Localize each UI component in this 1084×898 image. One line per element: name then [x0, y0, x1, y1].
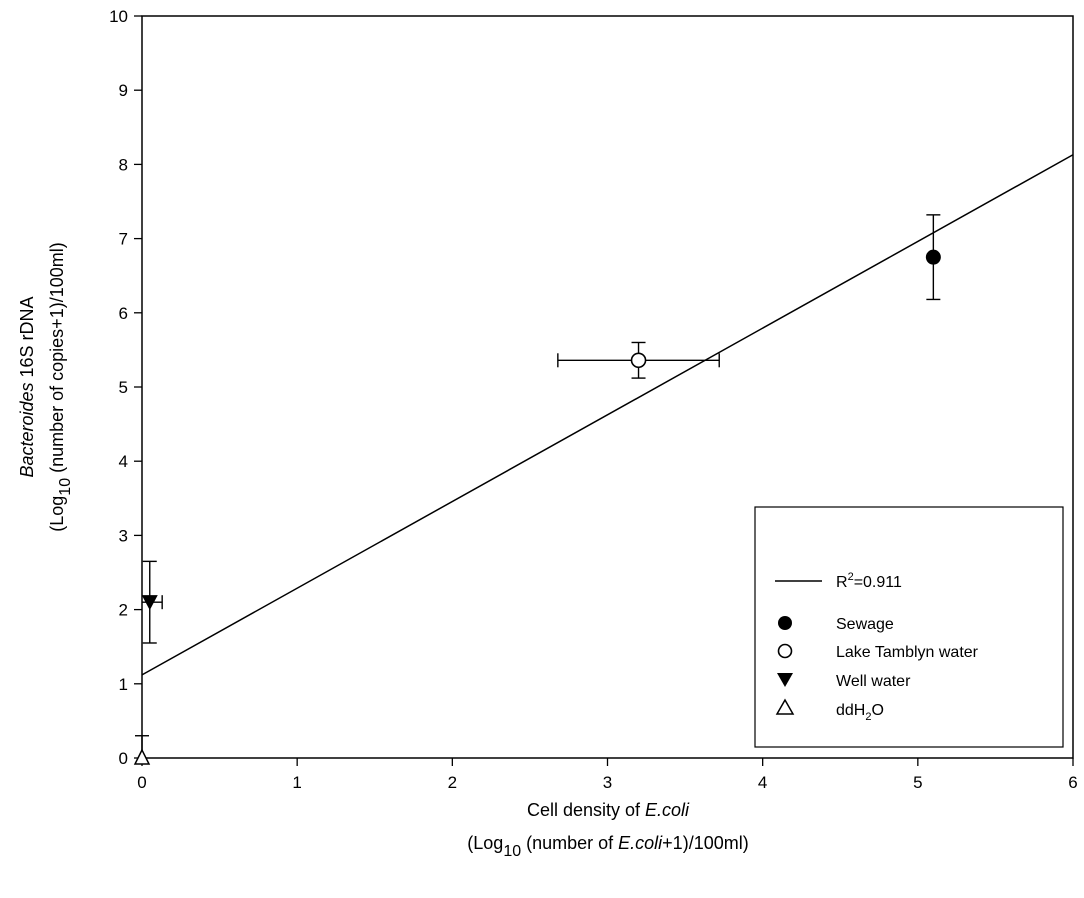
y-tick-label: 5	[119, 378, 128, 397]
legend-entry-sewage: Sewage	[836, 616, 894, 633]
regression-layer	[141, 154, 1074, 676]
data-point-open-circle	[630, 352, 647, 369]
x-tick-label: 5	[913, 773, 922, 792]
y-tick-label: 1	[119, 675, 128, 694]
data-points	[133, 214, 941, 765]
data-point-filled-circle	[925, 249, 941, 265]
legend-open-circle-icon	[777, 643, 793, 659]
y-axis-label-line2: (Log10 (number of copies+1)/100ml)	[47, 242, 74, 531]
x-tick-label: 1	[292, 773, 301, 792]
x-axis-label-line1: Cell density of E.coli	[527, 800, 690, 820]
y-axis-label-line1: Bacteroides 16S rDNA	[17, 296, 37, 477]
x-axis-label-line2: (Log10 (number of E.coli+1)/100ml)	[467, 833, 748, 860]
legend-entry-lake: Lake Tamblyn water	[836, 644, 979, 661]
y-tick-label: 6	[119, 304, 128, 323]
y-tick-label: 9	[119, 81, 128, 100]
data-point-filled-triangle-down	[141, 595, 158, 611]
legend-filled-circle-icon	[778, 616, 792, 630]
x-tick-label: 6	[1068, 773, 1077, 792]
legend-entry-well: Well water	[836, 673, 911, 690]
x-tick-label: 4	[758, 773, 767, 792]
x-tick-label: 3	[603, 773, 612, 792]
y-tick-label: 8	[119, 155, 128, 174]
regression-line	[141, 154, 1074, 676]
y-tick-label: 2	[119, 601, 128, 620]
legend-r2-label: R2=0.911	[836, 571, 902, 591]
legend-entry-ddh2o: ddH2O	[836, 702, 884, 723]
legend: R2=0.911 Sewage Lake Tamblyn water Well …	[754, 506, 1064, 748]
y-tick-label: 7	[119, 230, 128, 249]
legend-filled-triangle-down-icon	[777, 673, 793, 687]
legend-open-triangle-up-icon	[775, 698, 795, 715]
x-tick-label: 0	[137, 773, 146, 792]
x-tick-label: 2	[448, 773, 457, 792]
y-axis: 0 1 2 3 4 5 6 7 8 9 10	[109, 7, 142, 768]
legend-box	[754, 506, 1064, 748]
x-axis: 0 1 2 3 4 5 6	[137, 758, 1078, 792]
y-axis-label: Bacteroides 16S rDNA (Log10 (number of c…	[17, 242, 74, 531]
y-tick-label: 3	[119, 526, 128, 545]
y-tick-label: 4	[119, 452, 128, 471]
y-tick-label: 0	[119, 749, 128, 768]
y-tick-label: 10	[109, 7, 128, 26]
data-point-open-triangle-up	[133, 748, 151, 765]
